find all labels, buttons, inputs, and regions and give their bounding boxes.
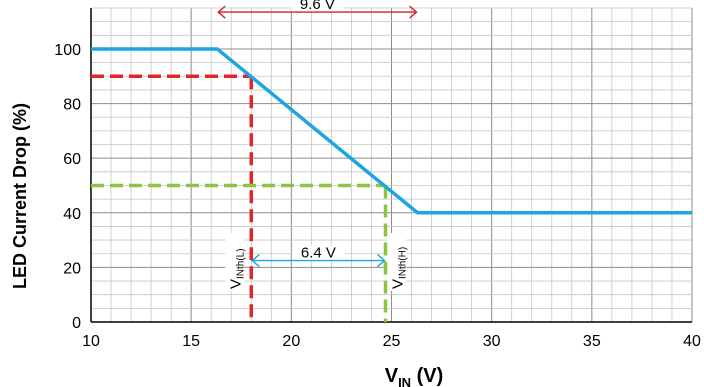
y-tick-label: 100 — [54, 42, 81, 59]
threshold-low-label-bg — [225, 233, 245, 291]
threshold-low-label: VINth(L) — [227, 248, 246, 289]
threshold-high-label-bg — [387, 233, 407, 291]
threshold-high-label-sub: INth(H) — [397, 247, 408, 279]
dimension-label-1: 9.6 V — [300, 0, 335, 13]
dimension-arrow-right-2 — [377, 254, 386, 268]
y-tick-label: 80 — [63, 97, 81, 114]
y-tick-label: 0 — [72, 315, 81, 332]
threshold-lines — [91, 74, 388, 322]
y-tick-label: 40 — [63, 206, 81, 223]
y-tick-label: 60 — [63, 151, 81, 168]
dimension-label-bg-2 — [292, 245, 345, 260]
x-tick-label: 20 — [282, 333, 300, 350]
x-tick-label: 30 — [483, 333, 501, 350]
x-axis-label-main: V — [385, 365, 399, 387]
threshold-low-label-main: V — [227, 279, 244, 289]
x-tick-label: 35 — [583, 333, 601, 350]
dimension-label-bg-1 — [291, 0, 344, 12]
y-tick-label: 20 — [63, 260, 81, 277]
threshold-high-label-group: VINth(H) — [387, 233, 408, 291]
dimension-label-2: 6.4 V — [301, 245, 336, 262]
dimension-arrow-left-1 — [217, 5, 226, 19]
x-tick-label: 40 — [683, 333, 701, 350]
axes — [90, 8, 692, 323]
x-tick-label: 10 — [82, 333, 100, 350]
series-line-1 — [91, 47, 692, 215]
dimension-arrow-left-2 — [251, 254, 260, 268]
threshold-high-label-main: V — [389, 279, 406, 289]
threshold-high-label: VINth(H) — [389, 247, 408, 289]
x-axis-label-unit: (V) — [411, 365, 443, 387]
tick-labels: 10 15 20 25 30 35 40 0 20 40 60 80 100 — [54, 42, 701, 350]
threshold-low-label-group: VINth(L) — [225, 233, 246, 291]
x-tick-label: 25 — [383, 333, 401, 350]
x-tick-label: 15 — [182, 333, 200, 350]
dimension-arrow-right-1 — [409, 5, 418, 19]
x-axis-label: VIN (V) — [385, 365, 444, 387]
series-layer — [91, 47, 692, 215]
y-axis-label: LED Current Drop (%) — [10, 103, 30, 289]
x-axis-label-sub: IN — [398, 375, 411, 387]
threshold-low-label-sub: INth(L) — [235, 248, 246, 279]
